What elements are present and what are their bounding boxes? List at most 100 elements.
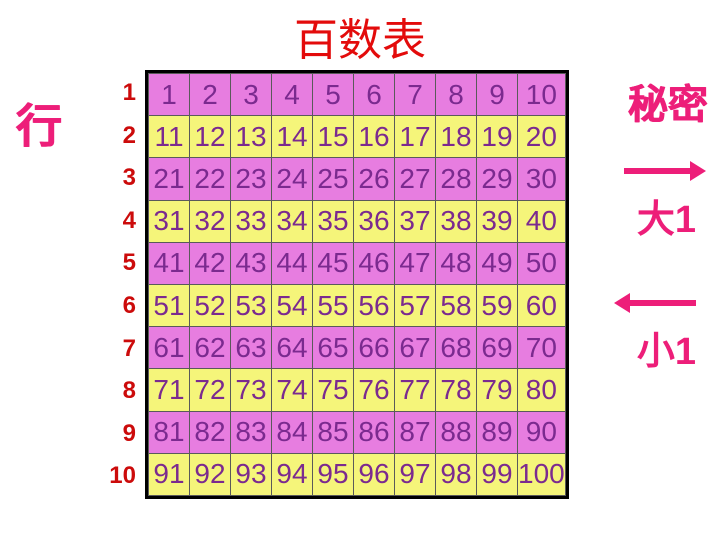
table-row: 41424344454647484950 (149, 242, 566, 284)
row-number: 3 (96, 157, 136, 200)
number-cell: 73 (231, 369, 272, 411)
number-cell: 92 (190, 453, 231, 495)
number-cell: 79 (477, 369, 518, 411)
number-cell: 84 (272, 411, 313, 453)
number-cell: 90 (518, 411, 566, 453)
number-cell: 30 (518, 158, 566, 200)
number-cell: 69 (477, 327, 518, 369)
number-cell: 68 (436, 327, 477, 369)
row-number: 10 (96, 455, 136, 498)
number-cell: 52 (190, 284, 231, 326)
number-cell: 70 (518, 327, 566, 369)
number-cell: 87 (395, 411, 436, 453)
row-number: 4 (96, 200, 136, 243)
number-cell: 67 (395, 327, 436, 369)
number-cell: 22 (190, 158, 231, 200)
number-cell: 5 (313, 74, 354, 116)
number-cell: 76 (354, 369, 395, 411)
number-cell: 2 (190, 74, 231, 116)
number-cell: 95 (313, 453, 354, 495)
number-cell: 32 (190, 200, 231, 242)
table-row: 919293949596979899100 (149, 453, 566, 495)
number-cell: 72 (190, 369, 231, 411)
number-cell: 55 (313, 284, 354, 326)
row-number: 6 (96, 285, 136, 328)
number-cell: 46 (354, 242, 395, 284)
number-cell: 14 (272, 116, 313, 158)
number-cell: 65 (313, 327, 354, 369)
table-row: 51525354555657585960 (149, 284, 566, 326)
row-number: 2 (96, 115, 136, 158)
note-minus-one: 小1 (637, 320, 696, 375)
number-cell: 91 (149, 453, 190, 495)
number-cell: 20 (518, 116, 566, 158)
number-cell: 94 (272, 453, 313, 495)
number-cell: 93 (231, 453, 272, 495)
row-number: 1 (96, 72, 136, 115)
table-row: 71727374757677787980 (149, 369, 566, 411)
number-cell: 37 (395, 200, 436, 242)
number-cell: 56 (354, 284, 395, 326)
number-cell: 74 (272, 369, 313, 411)
number-cell: 36 (354, 200, 395, 242)
number-cell: 60 (518, 284, 566, 326)
number-cell: 100 (518, 453, 566, 495)
number-cell: 42 (190, 242, 231, 284)
number-cell: 78 (436, 369, 477, 411)
number-cell: 9 (477, 74, 518, 116)
number-cell: 16 (354, 116, 395, 158)
number-cell: 89 (477, 411, 518, 453)
table-row: 11121314151617181920 (149, 116, 566, 158)
number-cell: 50 (518, 242, 566, 284)
arrow-right-icon (624, 168, 696, 174)
number-cell: 13 (231, 116, 272, 158)
number-cell: 53 (231, 284, 272, 326)
number-cell: 33 (231, 200, 272, 242)
number-cell: 58 (436, 284, 477, 326)
row-number: 5 (96, 242, 136, 285)
row-number: 7 (96, 328, 136, 371)
number-cell: 23 (231, 158, 272, 200)
number-cell: 97 (395, 453, 436, 495)
number-cell: 45 (313, 242, 354, 284)
number-cell: 4 (272, 74, 313, 116)
number-grid: 1234567891011121314151617181920212223242… (148, 73, 566, 496)
number-cell: 71 (149, 369, 190, 411)
number-cell: 59 (477, 284, 518, 326)
number-cell: 64 (272, 327, 313, 369)
row-number-column: 12345678910 (96, 72, 136, 498)
row-number: 8 (96, 370, 136, 413)
number-cell: 80 (518, 369, 566, 411)
table-row: 81828384858687888990 (149, 411, 566, 453)
row-header-label: 行 (16, 90, 62, 156)
number-cell: 29 (477, 158, 518, 200)
number-cell: 48 (436, 242, 477, 284)
number-cell: 51 (149, 284, 190, 326)
number-cell: 6 (354, 74, 395, 116)
number-cell: 43 (231, 242, 272, 284)
number-cell: 25 (313, 158, 354, 200)
number-cell: 19 (477, 116, 518, 158)
number-cell: 40 (518, 200, 566, 242)
number-cell: 47 (395, 242, 436, 284)
table-row: 21222324252627282930 (149, 158, 566, 200)
number-cell: 8 (436, 74, 477, 116)
number-cell: 83 (231, 411, 272, 453)
number-cell: 86 (354, 411, 395, 453)
number-cell: 99 (477, 453, 518, 495)
number-cell: 85 (313, 411, 354, 453)
number-cell: 12 (190, 116, 231, 158)
number-cell: 35 (313, 200, 354, 242)
number-cell: 49 (477, 242, 518, 284)
number-cell: 18 (436, 116, 477, 158)
number-cell: 39 (477, 200, 518, 242)
secret-label: 秘密 (628, 72, 708, 130)
number-cell: 17 (395, 116, 436, 158)
number-cell: 24 (272, 158, 313, 200)
number-cell: 3 (231, 74, 272, 116)
number-cell: 57 (395, 284, 436, 326)
number-cell: 77 (395, 369, 436, 411)
number-cell: 11 (149, 116, 190, 158)
number-cell: 26 (354, 158, 395, 200)
row-number: 9 (96, 413, 136, 456)
